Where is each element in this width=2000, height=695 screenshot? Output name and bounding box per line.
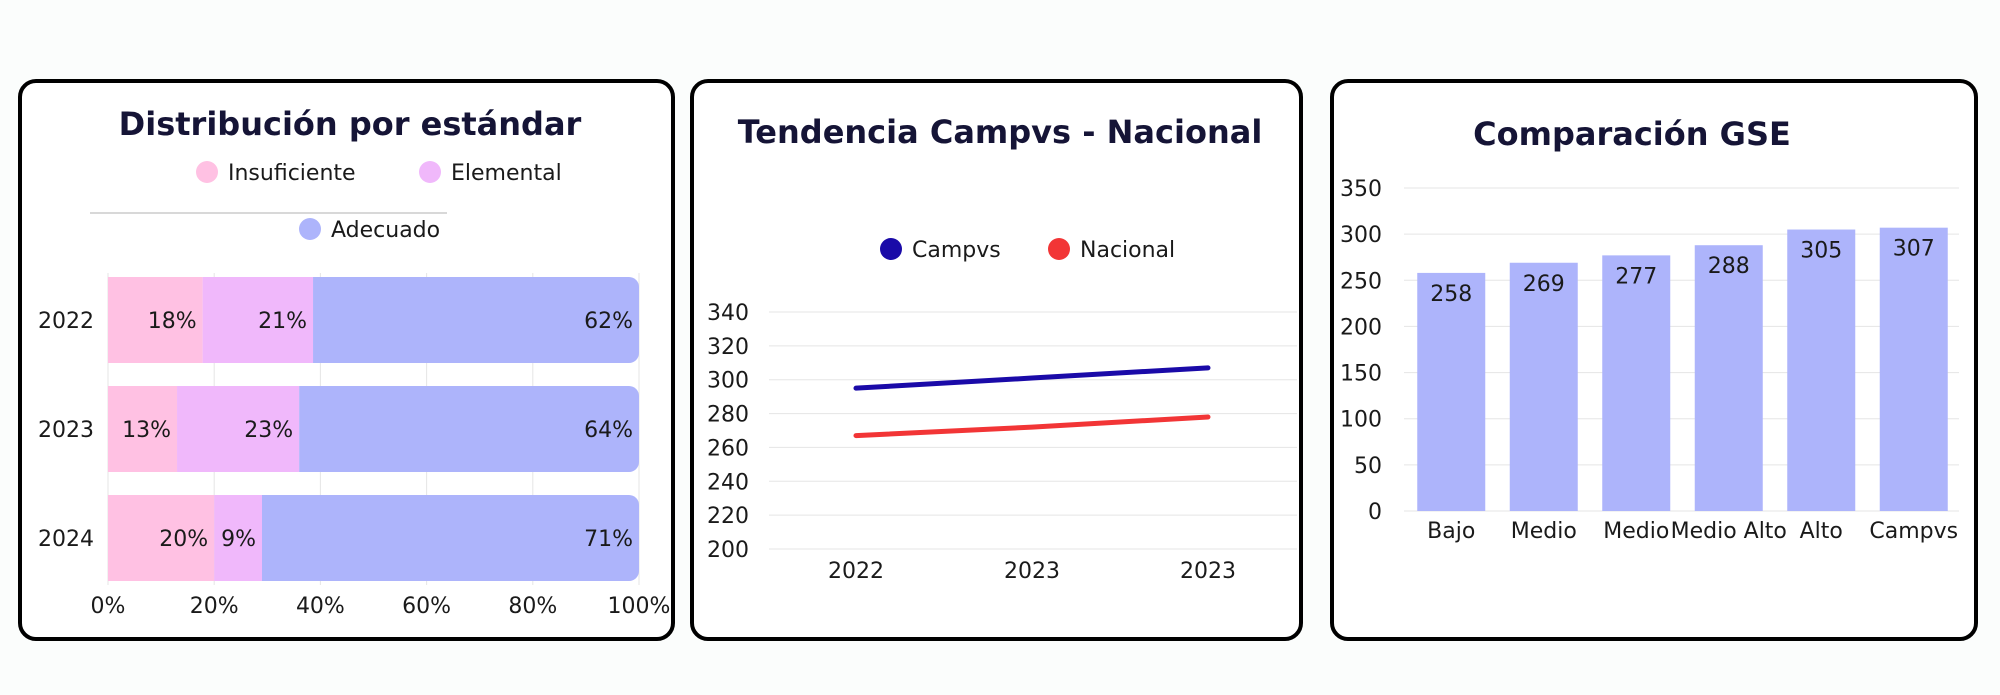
x-tick-label: Bajo xyxy=(1427,519,1475,544)
gse-chart: Comparación GSE 258 269 277 288 305 307 0 50 10… xyxy=(1340,115,1959,544)
data-label: 9% xyxy=(221,527,256,552)
bar-segment-insuficiente xyxy=(108,495,215,581)
y-tick-label: 280 xyxy=(707,403,749,428)
x-tick-label: Medio Alto xyxy=(1671,519,1787,544)
bar xyxy=(1694,245,1763,511)
bar-segment-adecuado xyxy=(261,495,639,581)
y-tick-label: 350 xyxy=(1340,177,1382,202)
gse-chart-panel: Comparación GSE 258 269 277 288 305 307 0 50 10… xyxy=(1330,79,1978,641)
y-tick-label: 50 xyxy=(1354,454,1382,479)
bar xyxy=(1602,255,1671,511)
x-tick-label: 20% xyxy=(190,594,239,619)
series-line-campvs xyxy=(853,365,1211,391)
series-line-nacional xyxy=(853,414,1211,439)
y-tick-label: 0 xyxy=(1368,500,1382,525)
y-tick-label: 2023 xyxy=(38,418,94,443)
bar xyxy=(1787,229,1856,511)
x-tick-label: 60% xyxy=(402,594,451,619)
x-tick-label: 2022 xyxy=(828,559,884,584)
data-label: 23% xyxy=(244,418,293,443)
legend-label-elemental: Elemental xyxy=(451,161,562,186)
y-tick-label: 300 xyxy=(1340,223,1382,248)
data-label: 18% xyxy=(148,309,197,334)
x-tick-label: 100% xyxy=(608,594,671,619)
legend-marker-campvs xyxy=(880,238,902,260)
chart-title: Distribución por estándar xyxy=(119,105,582,143)
bar-segment-adecuado xyxy=(313,277,639,363)
y-tick-label: 220 xyxy=(707,504,749,529)
data-label: 21% xyxy=(258,309,307,334)
y-tick-label: 300 xyxy=(707,369,749,394)
y-tick-label: 200 xyxy=(707,538,749,563)
trend-chart-panel: Tendencia Campvs - Nacional Campvs Nacion… xyxy=(690,79,1303,641)
data-label: 71% xyxy=(584,527,633,552)
y-tick-label: 2022 xyxy=(38,309,94,334)
bar-segment-elemental xyxy=(202,277,314,363)
bar-segment-elemental xyxy=(177,386,300,472)
legend-marker-elemental xyxy=(419,161,441,183)
data-label: 288 xyxy=(1708,254,1750,279)
x-tick-label: Campvs xyxy=(1869,519,1958,544)
bar-segment-elemental xyxy=(214,495,262,581)
y-tick-label: 340 xyxy=(707,301,749,326)
legend-label-adecuado: Adecuado xyxy=(331,218,440,243)
data-label: 307 xyxy=(1893,237,1935,262)
y-tick-label: 250 xyxy=(1340,269,1382,294)
distribution-chart-panel: Distribución por estándar Insuficiente El… xyxy=(18,79,675,641)
data-label: 258 xyxy=(1430,282,1472,307)
x-tick-label: 80% xyxy=(508,594,557,619)
y-tick-label: 240 xyxy=(707,470,749,495)
x-tick-label: Alto xyxy=(1800,519,1843,544)
legend-label-nacional: Nacional xyxy=(1080,238,1175,263)
chart-title: Comparación GSE xyxy=(1473,115,1791,153)
y-tick-label: 100 xyxy=(1340,408,1382,433)
bar-segment-insuficiente xyxy=(108,386,178,472)
y-tick-label: 2024 xyxy=(38,527,94,552)
bar-segment-insuficiente xyxy=(108,277,203,363)
legend-marker-adecuado xyxy=(299,218,321,240)
legend-marker-nacional xyxy=(1048,238,1070,260)
bar-segment-adecuado xyxy=(299,386,639,472)
x-tick-label: 40% xyxy=(296,594,345,619)
trend-chart: Tendencia Campvs - Nacional Campvs Nacion… xyxy=(707,113,1297,584)
distribution-chart: Distribución por estándar Insuficiente El… xyxy=(38,105,671,619)
data-label: 277 xyxy=(1615,264,1657,289)
bar xyxy=(1509,262,1578,511)
legend-marker-insuficiente xyxy=(196,161,218,183)
legend-label-insuficiente: Insuficiente xyxy=(228,161,356,186)
data-label: 64% xyxy=(584,418,633,443)
bar-row-2022: 18% 21% 62% 2022 xyxy=(38,277,639,363)
bar xyxy=(1417,272,1486,511)
bar-row-2024: 20% 9% 71% 2024 xyxy=(38,495,639,581)
data-label: 305 xyxy=(1800,239,1842,264)
chart-title: Tendencia Campvs - Nacional xyxy=(738,113,1263,151)
bar-row-2023: 13% 23% 64% 2023 xyxy=(38,386,639,472)
data-label: 62% xyxy=(584,309,633,334)
bar xyxy=(1879,227,1948,511)
y-tick-label: 200 xyxy=(1340,315,1382,340)
x-tick-label: 0% xyxy=(91,594,126,619)
y-tick-label: 320 xyxy=(707,335,749,360)
x-tick-label: 2023 xyxy=(1180,559,1236,584)
data-label: 13% xyxy=(122,418,171,443)
x-tick-label: 2023 xyxy=(1004,559,1060,584)
data-label: 20% xyxy=(159,527,208,552)
legend-label-campvs: Campvs xyxy=(912,238,1001,263)
x-tick-label: Medio xyxy=(1603,519,1669,544)
y-tick-label: 260 xyxy=(707,436,749,461)
y-tick-label: 150 xyxy=(1340,362,1382,387)
data-label: 269 xyxy=(1523,272,1565,297)
x-tick-label: Medio xyxy=(1511,519,1577,544)
